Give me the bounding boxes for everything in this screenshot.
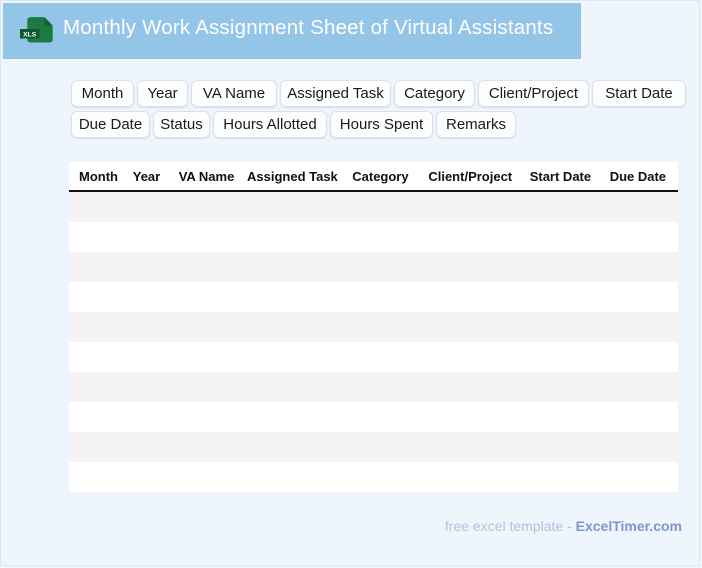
svg-text:XLS: XLS	[23, 31, 37, 38]
